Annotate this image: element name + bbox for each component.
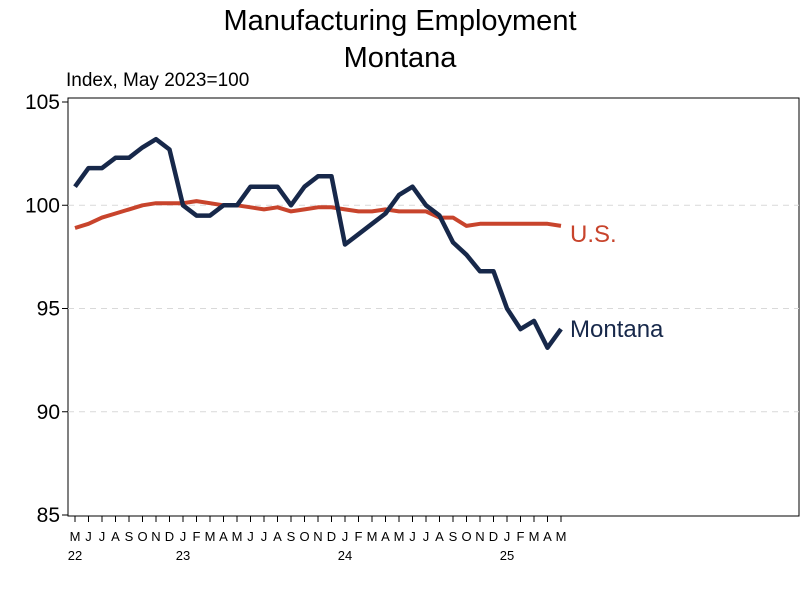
series-line-u-s: [74, 199, 562, 230]
chart-title: Manufacturing Employment: [224, 5, 577, 37]
x-tick-label: M: [205, 529, 216, 544]
x-tick-label: J: [423, 529, 430, 544]
chart-subtitle: Montana: [344, 42, 458, 74]
x-tick-label: F: [517, 529, 525, 544]
x-tick-label: M: [394, 529, 405, 544]
x-tick-label: O: [299, 529, 309, 544]
x-tick-label: N: [151, 529, 160, 544]
x-tick-label: M: [232, 529, 243, 544]
x-tick-label: M: [367, 529, 378, 544]
y-tick-label: 105: [25, 91, 60, 114]
series-labels: U.S. Montana: [570, 221, 664, 343]
series-label-u-s: U.S.: [570, 221, 617, 248]
x-tick-label: N: [475, 529, 484, 544]
x-tick-label: J: [247, 529, 254, 544]
x-tick-label: J: [504, 529, 511, 544]
x-tick-label: A: [111, 529, 120, 544]
plot-frame: [67, 97, 800, 517]
x-tick-label: A: [435, 529, 444, 544]
y-tick-label: 85: [37, 504, 60, 527]
x-tick-label: M: [556, 529, 567, 544]
x-tick-label: J: [85, 529, 92, 544]
gridlines: [68, 204, 799, 413]
y-axis-label: Index, May 2023=100: [66, 70, 249, 91]
x-year-label: 22: [68, 548, 82, 563]
x-tick-label: D: [489, 529, 498, 544]
x-tick-label: D: [327, 529, 336, 544]
x-tick-label: A: [381, 529, 390, 544]
x-tick-label: O: [137, 529, 147, 544]
y-tick-label: 95: [37, 298, 60, 321]
series-label-montana: Montana: [570, 316, 664, 343]
x-tick-label: J: [180, 529, 187, 544]
x-tick-label: J: [409, 529, 416, 544]
y-tick-label: 100: [25, 194, 60, 217]
y-tick-label: 90: [37, 401, 60, 424]
x-tick-label: J: [261, 529, 268, 544]
x-tick-label: A: [273, 529, 282, 544]
x-tick-label: A: [219, 529, 228, 544]
x-tick-label: S: [287, 529, 296, 544]
x-tick-label: F: [193, 529, 201, 544]
x-tick-label: S: [449, 529, 458, 544]
x-year-label: 23: [176, 548, 190, 563]
x-tick-label: D: [165, 529, 174, 544]
x-tick-label: M: [70, 529, 81, 544]
x-year-label: 24: [338, 548, 352, 563]
x-tick-label: M: [529, 529, 540, 544]
series-lines: [73, 136, 563, 350]
x-tick-label: N: [313, 529, 322, 544]
x-tick-label: O: [461, 529, 471, 544]
y-axis: 85 90 95 100 105: [25, 91, 68, 527]
x-year-label: 25: [500, 548, 514, 563]
x-tick-label: J: [99, 529, 106, 544]
x-tick-label: F: [355, 529, 363, 544]
x-tick-label: J: [342, 529, 349, 544]
x-tick-label: A: [543, 529, 552, 544]
series-line-montana: [73, 136, 563, 350]
x-axis: M J J A S O N D J F M A M J J A S O N D J F M A M J J A S O N D J F M A M22 2…: [68, 516, 567, 563]
x-tick-label: S: [125, 529, 134, 544]
